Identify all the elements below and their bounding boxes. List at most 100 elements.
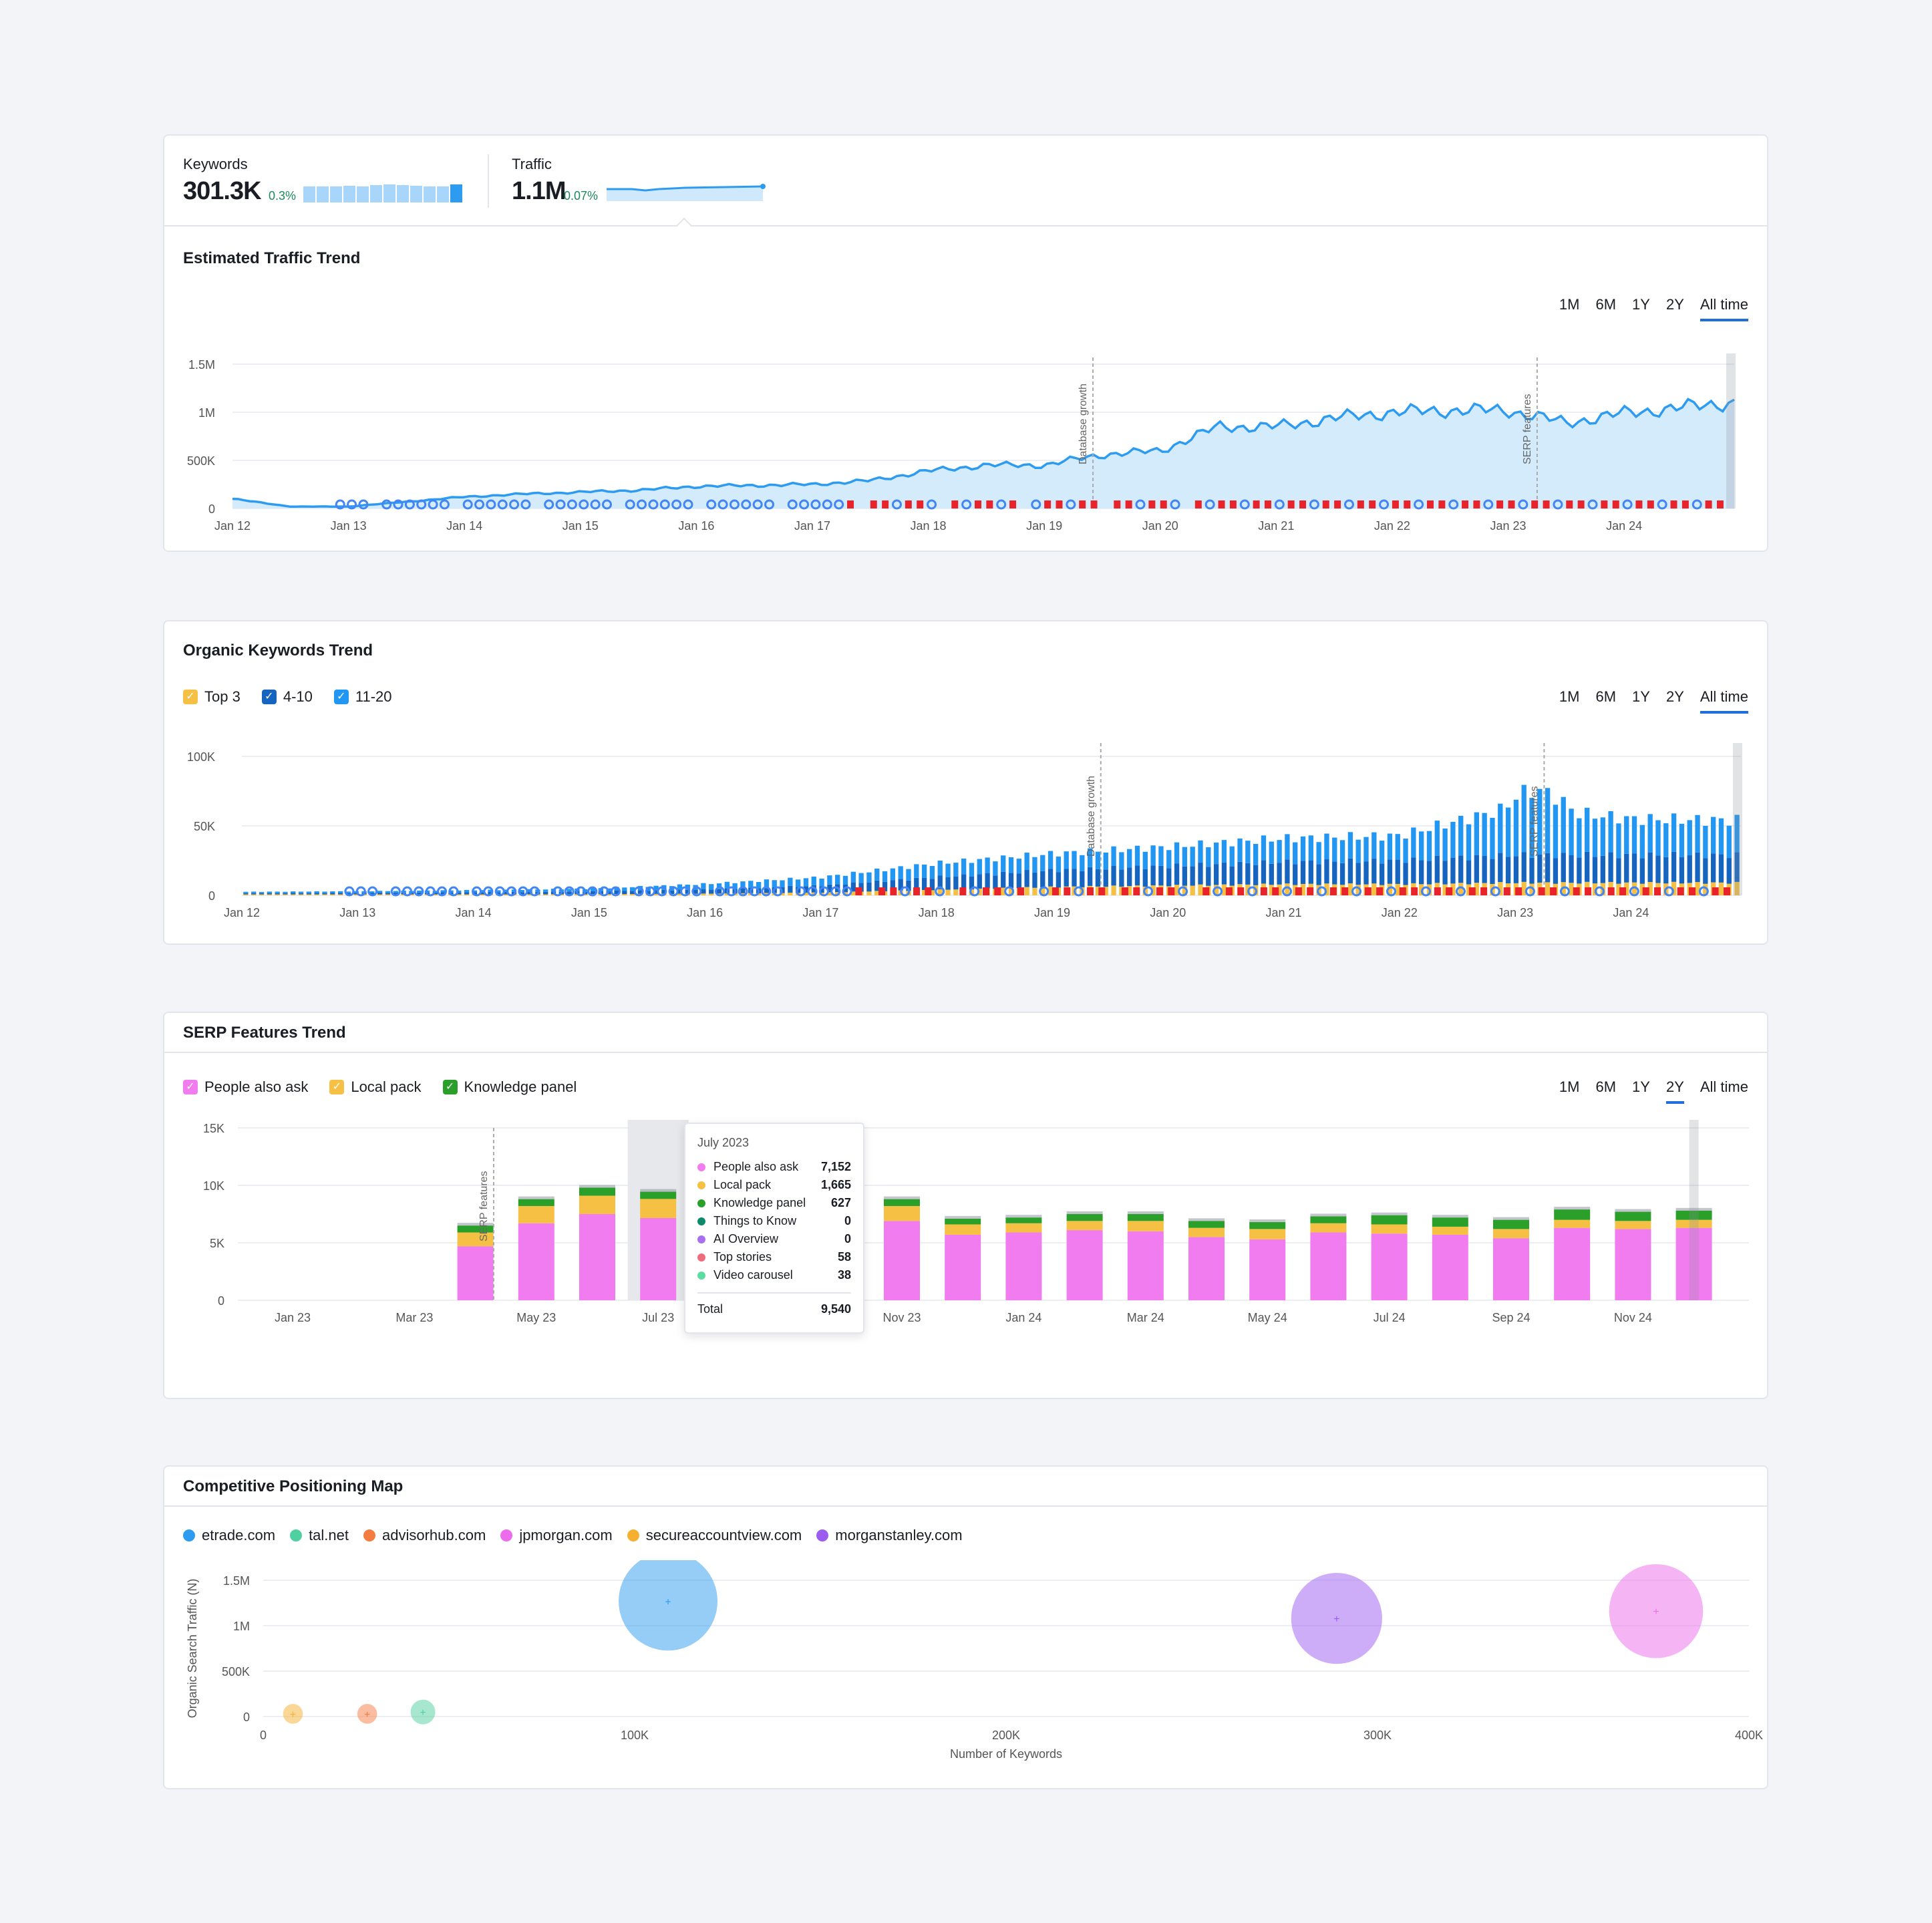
legend-top3[interactable]: ✓ Top 3: [183, 688, 240, 706]
keywords-bar-11-20: [1608, 811, 1613, 853]
legend-people-also-ask[interactable]: ✓ People also ask: [183, 1078, 308, 1096]
range-tab-2y[interactable]: 2Y: [1665, 688, 1684, 705]
serp-bar-cap: [1493, 1217, 1529, 1220]
flag-icon: [890, 887, 897, 895]
legend-advisorhub[interactable]: advisorhub.com: [363, 1527, 486, 1544]
keywords-bar-4-10: [1387, 859, 1393, 884]
x-tick-label: Jan 23: [1497, 906, 1533, 919]
keywords-bar-4-10: [788, 885, 793, 893]
keywords-bar-top-3: [385, 894, 391, 895]
x-tick-label: Jan 14: [456, 906, 492, 919]
legend-jpmorgan[interactable]: jpmorgan.com: [500, 1527, 613, 1544]
range-tab-1y[interactable]: 1Y: [1632, 1078, 1650, 1095]
keywords-bar-top-3: [464, 894, 470, 895]
legend-local-pack[interactable]: ✓ Local pack: [329, 1078, 422, 1096]
keywords-bar-4-10: [1324, 859, 1329, 884]
flag-icon: [1229, 500, 1237, 508]
range-tab-2y[interactable]: 2Y: [1665, 296, 1684, 313]
flag-icon: [1056, 500, 1063, 508]
google-icon: [1414, 499, 1424, 510]
keywords-bar-top-3: [283, 894, 288, 895]
x-tick-label: Jan 24: [1606, 519, 1642, 533]
keywords-bar-4-10: [1174, 863, 1180, 885]
flag-icon: [1341, 887, 1349, 895]
traffic-metric[interactable]: Traffic 1.1M 0.07%: [512, 154, 792, 208]
keywords-bar-11-20: [1229, 846, 1235, 867]
serp-bar-local-pack: [1127, 1221, 1164, 1231]
range-tab-6m[interactable]: 6M: [1595, 1078, 1617, 1095]
serp-bar-people-also-ask: [1188, 1237, 1225, 1300]
keywords-bar-4-10: [1237, 861, 1243, 885]
keywords-bar-4-10: [716, 889, 722, 894]
flag-icon: [917, 500, 924, 508]
serp-bar-local-pack: [1371, 1224, 1408, 1234]
serp-bar-people-also-ask: [1249, 1239, 1286, 1300]
serp-bar-local-pack: [1615, 1221, 1651, 1229]
range-tab-6m[interactable]: 6M: [1595, 296, 1617, 313]
google-icon: [1622, 499, 1633, 510]
range-tab-1y[interactable]: 1Y: [1632, 296, 1650, 313]
keywords-bar-11-20: [748, 881, 754, 888]
legend-4-10-label: 4-10: [283, 688, 313, 705]
keywords-bar-11-20: [1190, 847, 1195, 867]
range-tab-6m[interactable]: 6M: [1595, 688, 1617, 705]
keywords-chart[interactable]: 0 50K 100K Jan 12 Jan 13 Jan 14 Jan 15 Jan 16 Ja…: [164, 728, 1768, 935]
legend-11-20[interactable]: ✓ 11-20: [333, 688, 392, 706]
range-tab-all-time[interactable]: All time: [1700, 296, 1748, 321]
keywords-bar-4-10: [669, 890, 675, 894]
legend-tal-label: tal.net: [309, 1527, 349, 1543]
serp-range-tabs: 1M 6M 1Y 2Y All time: [1559, 1078, 1748, 1104]
legend-tal[interactable]: tal.net: [290, 1527, 349, 1544]
legend-secureaccountview[interactable]: secureaccountview.com: [627, 1527, 802, 1544]
range-tab-1y[interactable]: 1Y: [1632, 688, 1650, 705]
annotation-label: SERP features: [1528, 786, 1540, 857]
keywords-bar-top-3: [1347, 883, 1353, 895]
y-tick-label: 0: [208, 502, 215, 516]
range-tab-all-time[interactable]: All time: [1700, 688, 1748, 714]
serp-bar-knowledge-panel: [1005, 1217, 1042, 1223]
keywords-bar-4-10: [1095, 869, 1101, 887]
legend-4-10[interactable]: ✓ 4-10: [261, 688, 313, 706]
serp-trend-card: SERP Features Trend ✓ People also ask ✓ …: [163, 1012, 1768, 1399]
serp-bar-knowledge-panel: [945, 1218, 981, 1225]
google-icon: [761, 886, 772, 897]
flag-icon: [1543, 500, 1550, 508]
keywords-bar-11-20: [1150, 845, 1156, 866]
range-tab-1m[interactable]: 1M: [1559, 296, 1580, 313]
legend-11-20-label: 11-20: [355, 688, 392, 705]
range-tab-1m[interactable]: 1M: [1559, 1078, 1580, 1095]
google-icon: [1379, 499, 1390, 510]
google-icon: [367, 886, 378, 897]
keywords-bar-4-10: [496, 892, 501, 895]
legend-knowledge-panel[interactable]: ✓ Knowledge panel: [442, 1078, 577, 1096]
keywords-bar-11-20: [1545, 788, 1551, 853]
keywords-bar-top-3: [550, 894, 556, 895]
range-tab-2y[interactable]: 2Y: [1665, 1078, 1684, 1104]
google-icon: [1490, 886, 1500, 897]
range-tab-1m[interactable]: 1M: [1559, 688, 1580, 705]
keywords-bar-11-20: [1663, 823, 1669, 857]
keywords-bar-11-20: [961, 858, 967, 875]
tooltip-total-value: 9,540: [820, 1302, 851, 1316]
positioning-chart[interactable]: 0 500K 1M 1.5M 0 100K 200K 300K 400K Number of Ke…: [164, 1560, 1768, 1787]
x-tick-label: 200K: [992, 1729, 1020, 1742]
keywords-bar-4-10: [590, 891, 596, 895]
serp-bar-local-pack: [1554, 1219, 1591, 1228]
keywords-bar-4-10: [945, 877, 951, 890]
keywords-bar-top-3: [1372, 883, 1377, 895]
legend-etrade[interactable]: etrade.com: [183, 1527, 275, 1544]
range-tab-all-time[interactable]: All time: [1700, 1078, 1748, 1095]
hover-band: [1726, 353, 1736, 508]
keywords-bar-11-20: [1300, 836, 1306, 861]
legend-morganstanley[interactable]: morganstanley.com: [816, 1527, 963, 1544]
keywords-bar-4-10: [1703, 858, 1708, 884]
keywords-bar-top-3: [969, 889, 975, 895]
keywords-bar-11-20: [1293, 842, 1298, 865]
keywords-metric[interactable]: Keywords 301.3K 0.3%: [183, 154, 477, 208]
keywords-spark-bar: [424, 186, 436, 202]
google-icon: [1039, 886, 1050, 897]
keywords-bar-11-20: [1016, 859, 1021, 874]
traffic-chart[interactable]: 0 500K 1M 1.5M Jan 12 Jan 13 Jan 14 Jan 15 Jan 1…: [164, 336, 1768, 550]
keywords-bar-11-20: [701, 883, 706, 889]
